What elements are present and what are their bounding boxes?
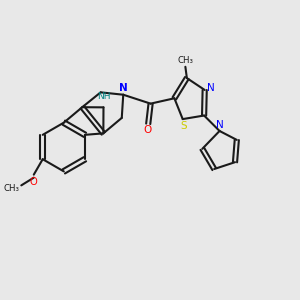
Text: O: O bbox=[30, 176, 38, 187]
Text: O: O bbox=[143, 125, 152, 135]
Text: N: N bbox=[216, 120, 224, 130]
Text: S: S bbox=[180, 121, 187, 130]
Text: CH₃: CH₃ bbox=[4, 184, 20, 193]
Text: CH₃: CH₃ bbox=[177, 56, 194, 65]
Text: NH: NH bbox=[97, 92, 111, 101]
Text: N: N bbox=[119, 83, 128, 93]
Text: N: N bbox=[207, 83, 215, 94]
